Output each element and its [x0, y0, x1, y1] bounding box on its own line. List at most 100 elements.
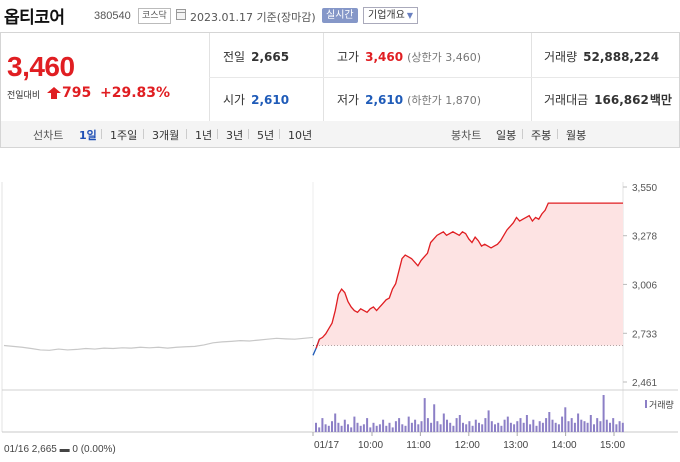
volume-bar	[494, 424, 496, 432]
current-price: 3,460	[7, 51, 75, 82]
x-tick-label: 12:00	[455, 440, 480, 451]
candle-chart-label: 봉차트	[451, 129, 482, 142]
period-10y[interactable]: 10년	[288, 129, 313, 142]
x-tick-label: 11:00	[406, 440, 431, 451]
volume-bar	[471, 425, 474, 432]
volume-bar	[538, 421, 541, 432]
header: 옵티코어 380540 코스닥 2023.01.17 기준(장마감) 실시간 기…	[0, 0, 680, 30]
high-price: 고가 3,460 (상한가 3,460)	[337, 50, 481, 64]
volume-bar	[353, 416, 356, 432]
volume-bar	[621, 422, 624, 433]
volume-bar	[481, 424, 484, 432]
volume-bar	[366, 418, 369, 432]
period-1w[interactable]: 1주일	[110, 129, 138, 142]
volume-bar	[359, 425, 362, 432]
realtime-button[interactable]: 실시간	[322, 8, 358, 23]
volume-bar	[593, 424, 595, 432]
x-tick-label: 13:00	[503, 440, 528, 451]
volume-bar	[525, 415, 528, 432]
volume-bar	[362, 424, 365, 432]
volume-bar	[570, 418, 573, 432]
volume-bar	[602, 395, 605, 432]
volume-bar	[484, 418, 487, 432]
volume-bar	[468, 421, 471, 432]
volume-bar	[500, 425, 503, 432]
volume-bar	[315, 422, 317, 433]
volume-bar	[455, 418, 458, 432]
volume-bar	[519, 418, 522, 432]
x-axis: 01/17 10:00 11:00 12:00 13:00 14:00 15:00	[312, 432, 625, 451]
volume-bar	[551, 419, 554, 432]
candle-daily[interactable]: 일봉	[496, 129, 517, 142]
y-tick-label: 3,006	[632, 280, 657, 291]
volume-bar	[586, 422, 589, 433]
volume-bar	[446, 419, 448, 432]
volume-bar	[439, 424, 442, 432]
candle-monthly[interactable]: 월봉	[566, 129, 587, 142]
stock-name: 옵티코어	[4, 8, 65, 28]
volume-bar	[618, 421, 621, 432]
volume-bar	[382, 419, 385, 432]
volume-bar	[449, 422, 452, 433]
prev-day-line	[3, 336, 314, 351]
volume-bar	[615, 424, 618, 432]
period-1y[interactable]: 1년	[195, 129, 213, 142]
x-tick-label: 10:00	[358, 440, 383, 451]
market-badge: 코스닥	[138, 8, 171, 24]
volume-bars	[315, 395, 624, 433]
volume-bar	[557, 424, 560, 432]
volume-bar	[545, 418, 548, 432]
calendar-icon	[176, 9, 186, 20]
volume-bar	[580, 419, 583, 432]
volume-bar	[350, 427, 353, 432]
volume-bar	[503, 419, 506, 432]
volume-bar	[490, 421, 493, 432]
volume-bar	[506, 416, 509, 432]
x-tick-label: 01/17	[314, 440, 339, 451]
x-tick-label: 14:00	[552, 440, 577, 451]
volume-bar	[398, 418, 401, 432]
volume-bar	[522, 422, 525, 433]
volume-bar	[452, 425, 455, 432]
volume-bar	[327, 425, 330, 432]
volume-bar	[554, 422, 557, 433]
volume-bar	[378, 424, 381, 432]
chart-series	[3, 202, 623, 356]
volume-bar	[513, 424, 516, 432]
volume-bar	[414, 419, 417, 432]
volume-bar	[433, 404, 436, 433]
volume-bar	[561, 416, 564, 432]
volume-bar	[388, 422, 391, 433]
volume-bar	[343, 419, 346, 432]
volume-bar	[605, 419, 608, 432]
period-3m[interactable]: 3개월	[152, 129, 180, 142]
volume-bar	[462, 422, 464, 433]
volume-bar	[573, 422, 576, 433]
stock-code: 380540	[94, 10, 131, 22]
volume-bar	[509, 422, 512, 433]
volume-bar	[430, 422, 433, 433]
prev-close: 전일 2,665	[223, 50, 290, 64]
quote-panel: 3,460 전일대비 795 +29.83% 전일 2,665 고가 3,460 (상…	[0, 32, 680, 122]
volume-bar	[372, 422, 375, 433]
period-5y[interactable]: 5년	[257, 129, 275, 142]
volume-bar	[385, 425, 388, 432]
corp-info-dropdown[interactable]: 기업개요 ▼	[363, 7, 418, 24]
volume-bar	[347, 424, 349, 432]
volume-bar	[318, 427, 321, 432]
up-arrow-icon	[47, 87, 61, 99]
volume-bar	[436, 421, 439, 432]
volume-bar	[516, 421, 519, 432]
volume-bar	[394, 421, 397, 432]
chart-toolbar: 선차트 1일 1주일 3개월 1년 3년 5년 10년 봉차트 일봉 주봉 월봉	[0, 121, 680, 148]
volume-bar	[321, 418, 324, 432]
period-3y[interactable]: 3년	[226, 129, 244, 142]
candle-weekly[interactable]: 주봉	[531, 129, 552, 142]
volume-bar	[407, 416, 410, 432]
y-tick-label: 3,550	[632, 183, 657, 194]
volume-bar	[404, 425, 407, 432]
period-1d[interactable]: 1일	[79, 129, 97, 142]
volume-bar	[417, 424, 420, 432]
volume-bar	[596, 418, 599, 432]
volume-bar	[612, 418, 615, 432]
